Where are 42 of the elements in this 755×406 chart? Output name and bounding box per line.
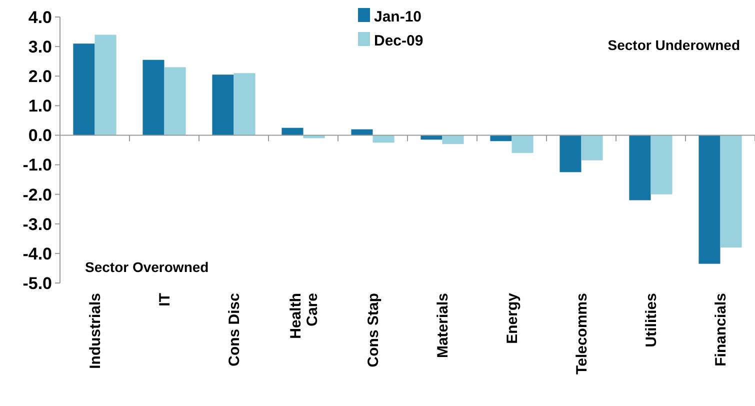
bar — [420, 135, 442, 140]
y-tick-label: 1.0 — [28, 96, 52, 116]
bar — [372, 135, 394, 143]
x-tick-label: Health Care — [287, 293, 321, 339]
bar — [73, 44, 95, 136]
y-tick-label: -1.0 — [22, 156, 52, 175]
x-tick-label: Cons Stap — [365, 293, 382, 368]
x-tick-label: Financials — [712, 293, 730, 366]
x-tick-label: IT — [156, 293, 174, 306]
x-tick-label: Utilities — [643, 293, 660, 348]
x-tick-label: Materials — [434, 293, 452, 358]
bar — [720, 135, 742, 248]
y-tick-label: 0.0 — [28, 126, 52, 146]
x-tick-label: Cons Disc — [226, 293, 243, 366]
bar — [212, 74, 234, 136]
bar — [164, 67, 186, 136]
y-tick-label: -5.0 — [22, 274, 52, 293]
bar — [698, 135, 720, 264]
y-tick-label: -3.0 — [22, 214, 52, 234]
bar — [94, 34, 116, 136]
bar — [282, 128, 304, 136]
annotation: Sector Overowned — [85, 259, 209, 275]
bar — [512, 135, 534, 153]
bar — [629, 135, 651, 200]
y-tick-label: 3.0 — [28, 38, 52, 57]
legend-label: Jan-10 — [374, 8, 422, 26]
bar — [560, 135, 582, 172]
x-tick-label: Industrials — [87, 293, 104, 369]
bar — [650, 135, 672, 194]
x-tick-label: Energy — [504, 292, 521, 344]
bar — [442, 135, 464, 144]
bar — [490, 135, 512, 142]
y-tick-label: -2.0 — [22, 185, 52, 204]
x-tick-label: Telecomms — [574, 293, 590, 374]
bar — [581, 135, 603, 160]
bar — [142, 60, 164, 136]
y-tick-label: -4.0 — [22, 244, 52, 264]
legend-label: Dec-09 — [374, 32, 424, 50]
y-tick-label: 4.0 — [28, 8, 52, 27]
annotation: Sector Underowned — [608, 37, 740, 53]
y-tick-label: 2.0 — [28, 67, 52, 86]
bar — [234, 73, 256, 136]
